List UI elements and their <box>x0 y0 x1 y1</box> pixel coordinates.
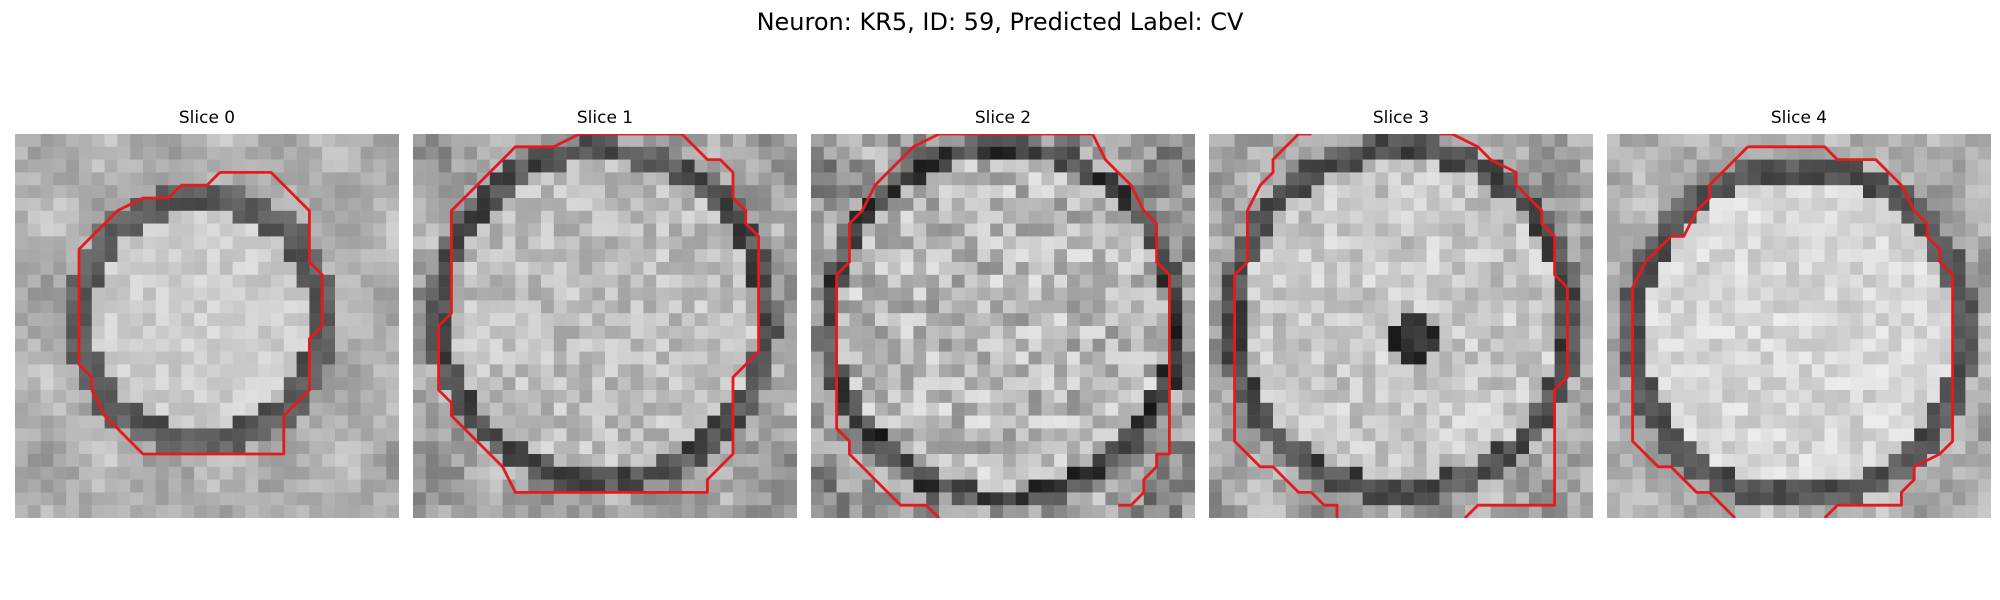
slice-title: Slice 2 <box>974 108 1032 128</box>
cell-contour <box>835 134 940 518</box>
cell-contour <box>437 134 761 494</box>
slice-image <box>1209 134 1593 518</box>
cell-contour <box>939 134 1171 507</box>
slice-pixels <box>811 134 1195 518</box>
cell-contour <box>1747 145 1955 518</box>
slice-pixels <box>15 134 399 518</box>
slice-title: Slice 3 <box>1372 108 1430 128</box>
slice-title: Slice 4 <box>1770 108 1828 128</box>
cell-contour <box>1631 145 1749 518</box>
slice-image <box>413 134 797 518</box>
cell-contour <box>1439 134 1569 518</box>
slice-pixels <box>1607 134 1991 518</box>
slice-title: Slice 0 <box>178 108 236 128</box>
figure-title: Neuron: KR5, ID: 59, Predicted Label: CV <box>756 8 1244 36</box>
slice-image <box>1607 134 1991 518</box>
slice-image <box>811 134 1195 518</box>
slice-pixels <box>1209 134 1593 518</box>
slice-title: Slice 1 <box>576 108 634 128</box>
cell-contour <box>1233 134 1339 518</box>
slice-image <box>15 134 399 518</box>
cell-contour <box>77 170 324 456</box>
slice-pixels <box>413 134 797 518</box>
